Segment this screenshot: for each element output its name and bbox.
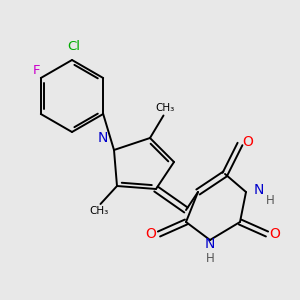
Text: H: H <box>266 194 274 208</box>
Text: H: H <box>206 251 214 265</box>
Text: CH₃: CH₃ <box>155 103 175 113</box>
Text: Cl: Cl <box>67 40 80 53</box>
Text: N: N <box>98 131 108 146</box>
Text: N: N <box>254 184 264 197</box>
Text: CH₃: CH₃ <box>89 206 109 217</box>
Text: O: O <box>242 135 253 148</box>
Text: F: F <box>33 64 40 77</box>
Text: O: O <box>269 227 280 241</box>
Text: O: O <box>145 227 156 241</box>
Text: N: N <box>205 238 215 251</box>
